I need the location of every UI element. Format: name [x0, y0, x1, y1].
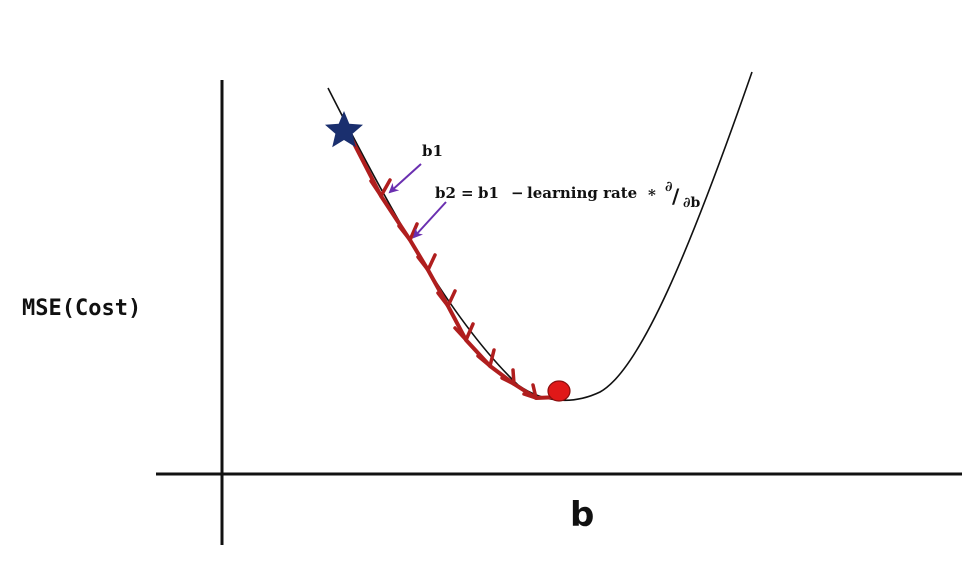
step-chevron [500, 368, 516, 386]
descent-step-markers [369, 178, 538, 400]
partial-numerator: ∂ [665, 179, 672, 195]
step-chevron [436, 289, 457, 308]
minimum-point [547, 380, 571, 402]
cost-curve [327, 71, 753, 401]
step-chevron [476, 348, 496, 368]
star-icon [325, 111, 363, 148]
update-rule-minus: − [511, 184, 524, 202]
update-rule-learning-rate: learning rate [527, 184, 637, 202]
b1-pointer-arrow [388, 163, 422, 194]
step-chevron [369, 178, 392, 198]
descent-path [345, 128, 562, 400]
b2-pointer-arrow [412, 201, 447, 239]
update-rule-times: * [648, 186, 656, 204]
update-rule-lhs: b2 [435, 184, 456, 202]
update-rule: b2 = b1 − learning rate * ∂ / ∂b [435, 179, 700, 211]
step-chevron [416, 253, 437, 272]
partial-slash: / [672, 184, 680, 208]
b1-label: b1 [422, 142, 443, 160]
x-axis-label: b [570, 495, 594, 535]
y-axis-label: MSE(Cost) [22, 296, 141, 321]
update-rule-eq: = [461, 184, 474, 202]
step-chevron [453, 322, 475, 342]
step-chevron [522, 383, 538, 400]
update-rule-term: b1 [478, 184, 499, 202]
partial-denominator: ∂b [683, 195, 700, 211]
